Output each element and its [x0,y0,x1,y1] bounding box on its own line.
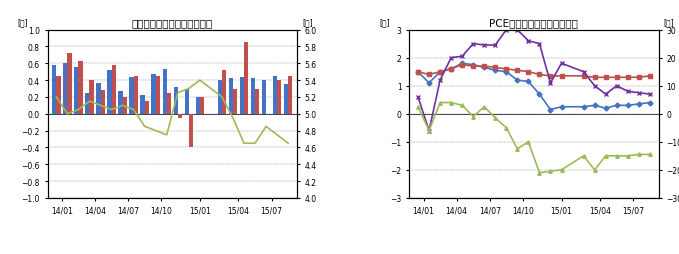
Bar [123,98,127,114]
Bar [218,81,222,114]
Bar [86,93,90,114]
Bar [162,70,167,114]
Bar [288,77,293,114]
Bar [100,91,105,114]
Bar [277,81,281,114]
Bar [255,89,259,114]
Bar [151,75,155,114]
Text: [％]: [％] [18,18,29,27]
Bar [229,79,233,114]
Bar [200,98,204,114]
Bar [178,114,182,118]
Bar [251,79,255,114]
Bar [167,93,171,114]
Bar [141,96,145,114]
Bar [90,81,94,114]
Bar [107,71,111,114]
Bar [233,89,237,114]
Text: [％]: [％] [663,18,674,27]
Bar [240,77,244,114]
Bar [273,77,277,114]
Bar [74,68,79,114]
Bar [111,66,115,114]
Bar [130,77,134,114]
Bar [185,89,189,114]
Bar [284,85,288,114]
Bar [79,61,83,114]
Bar [174,87,178,114]
Bar [262,81,266,114]
Bar [155,77,160,114]
Bar [96,83,100,114]
Bar [63,64,67,114]
Text: [％]: [％] [302,18,312,27]
Bar [118,92,123,114]
Bar [67,54,71,114]
Bar [222,71,226,114]
Bar [196,98,200,114]
Bar [56,77,60,114]
Bar [52,66,56,114]
Bar [134,77,138,114]
Bar [189,114,193,148]
Bar [244,43,249,114]
Title: 個人所得・消費支出、貯蓄率: 個人所得・消費支出、貯蓄率 [132,18,213,28]
Text: [％]: [％] [380,18,390,27]
Bar [145,102,149,114]
Title: PCE価格指数（前年同月比）: PCE価格指数（前年同月比） [490,18,579,28]
